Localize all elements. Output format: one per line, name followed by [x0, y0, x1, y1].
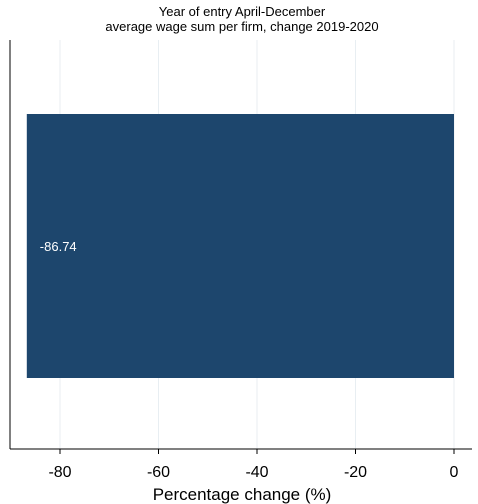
bar	[26, 114, 454, 378]
x-tick-label: 0	[450, 464, 459, 481]
x-tick-label: -60	[147, 464, 170, 481]
bars: -86.74	[26, 114, 454, 378]
x-tick-label: -40	[245, 464, 268, 481]
chart-title: Year of entry April-December	[159, 4, 326, 19]
x-ticks: -80 -60 -40 -20 0	[48, 449, 459, 481]
chart-subtitle: average wage sum per firm, change 2019-2…	[105, 19, 378, 34]
x-tick-label: -80	[48, 464, 71, 481]
x-tick-label: -20	[344, 464, 367, 481]
x-axis-label: Percentage change (%)	[153, 485, 332, 504]
bar-value-label: -86.74	[40, 239, 77, 254]
